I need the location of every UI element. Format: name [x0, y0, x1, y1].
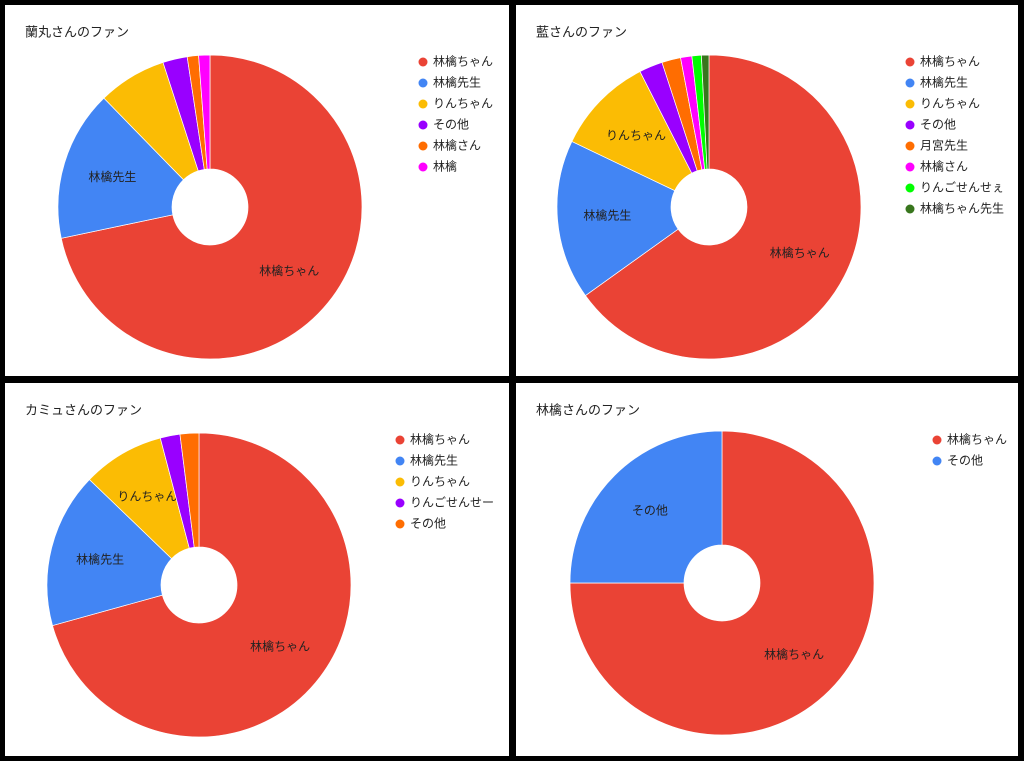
legend-marker: [395, 498, 405, 508]
slice: [700, 54, 710, 170]
legend-marker: [905, 204, 915, 214]
slice: [569, 430, 875, 736]
legend-marker: [905, 57, 915, 67]
legend-marker: [395, 477, 405, 487]
legend-marker: [905, 183, 915, 193]
legend-label: 林檎ちゃん: [433, 54, 493, 69]
legend-marker: [418, 120, 428, 130]
chart-title: 林檎さんのファン: [536, 403, 640, 419]
slice-label: りんちゃん: [117, 490, 177, 504]
chart-panel: カミュさんのファン林檎ちゃん林檎先生りんちゃん林檎ちゃん林檎先生りんちゃんりんご…: [5, 383, 509, 756]
legend-label: 林檎ちゃん: [947, 432, 1007, 447]
legend-label: りんちゃん: [433, 97, 493, 111]
chart-title: 藍さんのファン: [536, 26, 627, 41]
chart-title: 蘭丸さんのファン: [25, 25, 129, 41]
legend-label: りんちゃん: [410, 475, 470, 489]
legend-label: 林檎先生: [410, 453, 458, 468]
slice-label: 林檎ちゃん: [764, 647, 824, 662]
legend-label: 林檎ちゃん先生: [920, 201, 1004, 216]
legend-marker: [905, 99, 915, 109]
slice-label: 林檎先生: [76, 551, 124, 566]
slice-label: その他: [632, 503, 668, 517]
legend-label: 月宮先生: [920, 138, 968, 153]
legend-label: 林檎さん: [433, 138, 481, 153]
legend-label: その他: [947, 454, 983, 468]
slice-label: 林檎ちゃん: [250, 638, 310, 653]
slice: [57, 97, 184, 239]
legend-label: その他: [410, 517, 446, 531]
slice-label: 林檎先生: [583, 207, 631, 222]
slice: [556, 140, 679, 297]
legend-label: 林檎ちゃん: [410, 432, 470, 447]
legend-marker: [395, 456, 405, 466]
legend-marker: [905, 120, 915, 130]
slice: [569, 430, 723, 584]
legend-label: その他: [433, 118, 469, 132]
legend-label: 林檎先生: [433, 75, 481, 90]
legend-label: 林檎ちゃん: [920, 54, 980, 69]
legend-marker: [418, 57, 428, 67]
slice: [571, 71, 693, 192]
slice-label: 林檎先生: [88, 169, 136, 184]
legend-marker: [418, 141, 428, 151]
legend-marker: [418, 78, 428, 88]
legend-marker: [905, 78, 915, 88]
chart-panel: 藍さんのファン林檎ちゃん林檎先生りんちゃん林檎ちゃん林檎先生りんちゃんその他月宮…: [516, 5, 1018, 376]
legend-label: 林檎: [433, 159, 457, 174]
slice: [198, 54, 211, 170]
slice-label: りんちゃん: [606, 128, 666, 142]
slice: [179, 432, 200, 548]
legend-label: 林檎さん: [920, 159, 968, 174]
legend-label: りんちゃん: [920, 97, 980, 111]
legend-label: その他: [920, 118, 956, 132]
slice: [52, 432, 352, 738]
slice: [584, 54, 862, 360]
slice-label: 林檎ちゃん: [770, 245, 830, 260]
legend-label: 林檎先生: [920, 75, 968, 90]
legend-marker: [905, 162, 915, 172]
slice-label: 林檎ちゃん: [259, 263, 319, 278]
legend-marker: [395, 519, 405, 529]
legend-label: りんごせんせー: [410, 495, 494, 510]
chart-title: カミュさんのファン: [25, 404, 142, 419]
slice: [60, 54, 363, 360]
legend-marker: [905, 141, 915, 151]
legend-label: りんごせんせぇ: [920, 180, 1004, 195]
legend-marker: [418, 162, 428, 172]
legend-marker: [932, 435, 942, 445]
legend-marker: [932, 456, 942, 466]
legend-marker: [418, 99, 428, 109]
legend-marker: [395, 435, 405, 445]
slice: [46, 479, 173, 626]
